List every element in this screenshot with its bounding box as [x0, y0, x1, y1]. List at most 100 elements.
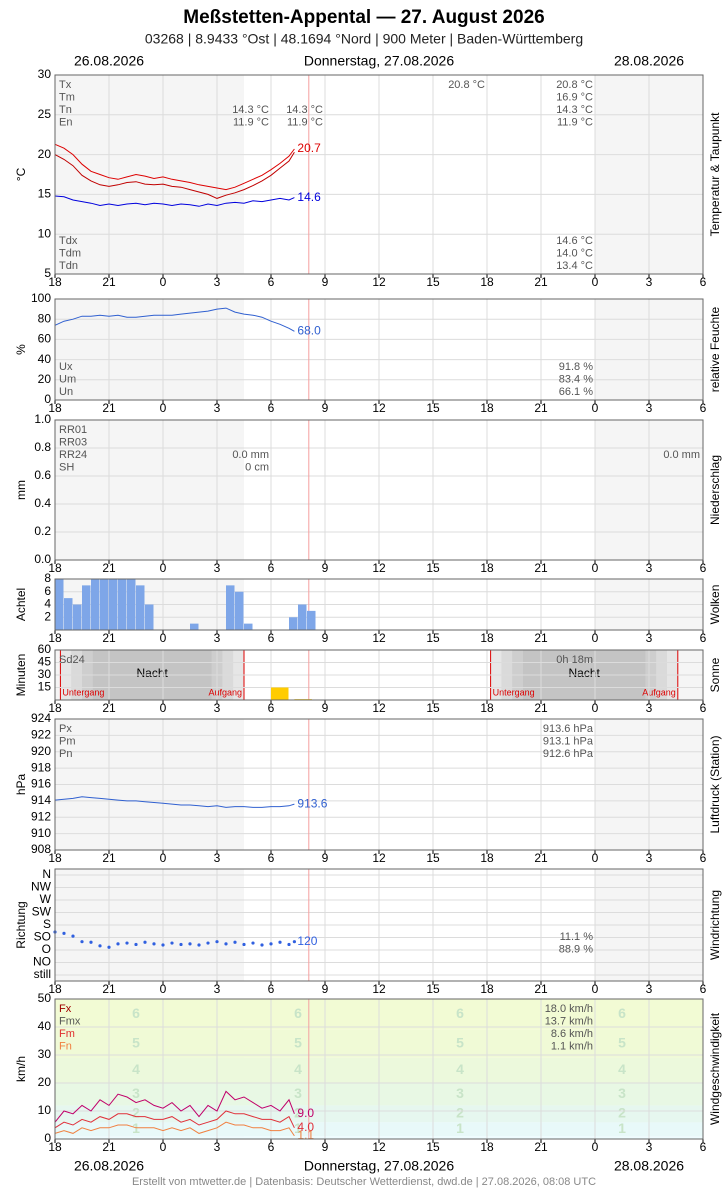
stat-value: 13.7 km/h [545, 1015, 593, 1027]
y-tick-label: still [34, 967, 51, 981]
x-tick-label: 12 [372, 1140, 386, 1154]
y-tick-label: 10 [38, 1103, 52, 1117]
x-tick-label: 9 [322, 982, 329, 996]
stat-label: Px [59, 723, 72, 735]
y-tick-label: 80 [38, 311, 52, 325]
x-tick-label: 3 [646, 631, 653, 645]
night-shade [55, 75, 244, 274]
y-tick-label: 20 [38, 1075, 52, 1089]
stat-label: Pn [59, 748, 72, 760]
x-tick-label: 6 [700, 851, 707, 865]
x-tick-label: 18 [480, 851, 494, 865]
point [269, 942, 273, 946]
stat-value: 18.0 km/h [545, 1003, 593, 1015]
plot-frame [54, 298, 704, 401]
y-tick-label: NO [33, 955, 51, 969]
x-tick-label: 0 [592, 701, 599, 715]
point [224, 942, 228, 946]
x-tick-label: 12 [372, 275, 386, 289]
x-tick-label: 6 [268, 275, 275, 289]
bar [64, 598, 73, 630]
side-label: Niederschlag [708, 455, 722, 525]
stat-value: 20.8 °C [556, 79, 593, 91]
y-tick-label: 6 [44, 584, 51, 598]
y-tick-label: 40 [38, 1019, 52, 1033]
x-tick-label: 6 [268, 1140, 275, 1154]
y-tick-label: N [42, 867, 51, 881]
y-axis-label: km/h [14, 1056, 28, 1082]
x-tick-label: 0 [160, 631, 167, 645]
stat-value: 913.1 hPa [543, 735, 594, 747]
stat-value: 1.1 km/h [551, 1040, 593, 1052]
stat-label: Pm [59, 735, 76, 747]
point [116, 942, 120, 946]
x-tick-label: 3 [214, 701, 221, 715]
night-label: Nacht [569, 666, 601, 680]
x-tick-label: 18 [480, 701, 494, 715]
stat-label: Tm [59, 91, 75, 103]
stat-label: RR03 [59, 436, 87, 448]
x-tick-label: 3 [214, 982, 221, 996]
bar [226, 585, 235, 630]
x-tick-label: 6 [268, 631, 275, 645]
stat-value: 91.8 % [559, 361, 593, 373]
stat-label: Tdx [59, 235, 78, 247]
x-tick-label: 18 [48, 1140, 62, 1154]
x-tick-label: 3 [214, 851, 221, 865]
x-tick-label: 6 [700, 275, 707, 289]
x-tick-label: 6 [700, 982, 707, 996]
point [89, 940, 93, 944]
side-label: Temperatur & Taupunkt [708, 112, 722, 237]
bar [73, 604, 82, 630]
x-tick-label: 9 [322, 401, 329, 415]
stat-label: Tdm [59, 247, 81, 259]
y-tick-label: 0.0 [34, 552, 51, 566]
beaufort-label: 5 [618, 1035, 626, 1051]
subtitle: 03268 | 8.9433 °Ost | 48.1694 °Nord | 90… [145, 31, 583, 47]
y-tick-label: 0.6 [34, 468, 51, 482]
beaufort-label: 5 [456, 1035, 464, 1051]
x-tick-label: 3 [214, 631, 221, 645]
point [287, 942, 291, 947]
side-label: Sonne [708, 657, 722, 692]
y-tick-label: 25 [38, 107, 52, 121]
x-tick-label: 21 [534, 701, 548, 715]
bar [271, 687, 289, 700]
x-tick-label: 21 [534, 851, 548, 865]
plot-frame [54, 718, 704, 851]
y-tick-label: 100 [31, 291, 51, 305]
night-label: Nacht [137, 666, 169, 680]
night-shade [55, 299, 244, 400]
stat-label: Fx [59, 1003, 72, 1015]
beaufort-label: 4 [618, 1061, 626, 1077]
date-label: Donnerstag, 27.08.2026 [304, 53, 454, 69]
y-tick-label: 20 [38, 372, 52, 386]
x-tick-label: 6 [700, 1140, 707, 1154]
y-axis-label: °C [14, 167, 28, 181]
end-label: 4.0 [297, 1120, 314, 1134]
plot-frame [54, 74, 704, 275]
beaufort-label: 2 [618, 1105, 626, 1121]
x-tick-label: 15 [426, 561, 440, 575]
stat-value: 14.3 °C [232, 104, 269, 116]
line [54, 195, 295, 207]
x-tick-label: 21 [534, 982, 548, 996]
x-tick-label: 18 [48, 982, 62, 996]
y-tick-label: NW [31, 880, 52, 894]
y-axis-label: Minuten [14, 654, 28, 697]
point [62, 931, 66, 935]
stat-value: 14.6 °C [556, 235, 593, 247]
point [161, 943, 165, 947]
x-tick-label: 18 [480, 982, 494, 996]
x-tick-label: 3 [214, 1140, 221, 1154]
x-tick-label: 12 [372, 561, 386, 575]
y-axis-label: Richtung [14, 901, 28, 948]
x-tick-label: 3 [646, 401, 653, 415]
date-label: 26.08.2026 [74, 53, 144, 69]
bar [100, 579, 109, 630]
beaufort-label: 6 [456, 1005, 464, 1021]
date-label: 26.08.2026 [74, 1158, 144, 1174]
plot-frame [54, 998, 704, 1140]
x-tick-label: 6 [700, 561, 707, 575]
end-label: 120 [297, 934, 317, 948]
